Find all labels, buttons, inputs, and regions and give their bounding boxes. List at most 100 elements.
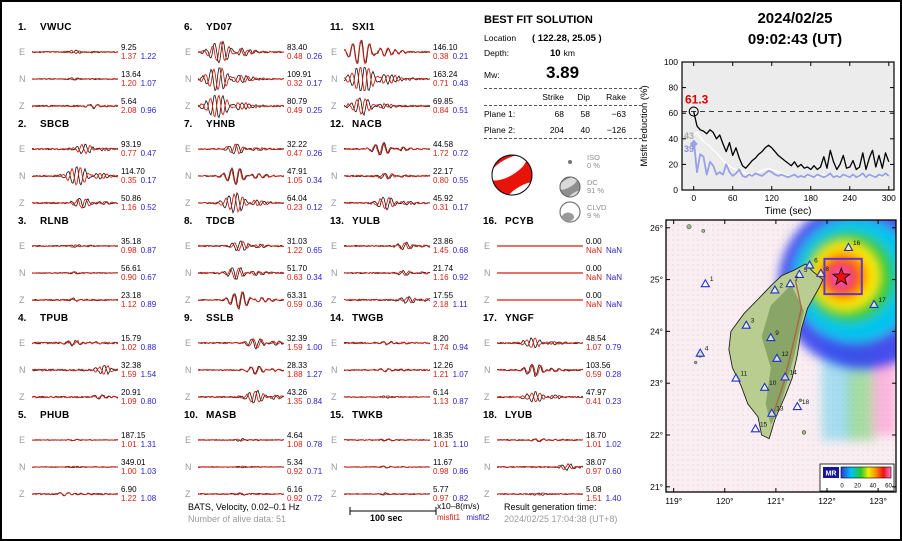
channel-label: E bbox=[331, 337, 338, 348]
plane1-dip: 58 bbox=[580, 109, 590, 119]
channel-row: E 44.58 1.72 0.72 bbox=[330, 135, 480, 162]
misfit2-value: 1.02 bbox=[605, 439, 622, 449]
mechanism-area: ISO 0 % DC 91 % CLVD 9 % bbox=[484, 149, 642, 224]
svg-text:40: 40 bbox=[870, 484, 877, 490]
channel-values: 103.56 0.59 0.28 bbox=[586, 361, 621, 379]
svg-text:2: 2 bbox=[779, 282, 783, 289]
station-block: 18. LYUB E 18.70 1.01 1.02 N 38.07 0.97 0.60 Z 5.… bbox=[483, 408, 633, 505]
misfit1-value: 1.02 bbox=[121, 342, 137, 352]
channel-label: N bbox=[185, 364, 192, 375]
channel-values: 38.07 0.97 0.60 bbox=[586, 458, 621, 476]
channel-row: N 0.00 NaN NaN bbox=[483, 259, 633, 286]
channel-label: E bbox=[331, 240, 338, 251]
channel-row: Z 6.16 0.92 0.72 bbox=[184, 480, 334, 507]
channel-row: E 18.70 1.01 1.02 bbox=[483, 426, 633, 453]
misfit1-value: 1.59 bbox=[121, 369, 137, 379]
channel-label: Z bbox=[19, 294, 25, 305]
waveform-trace bbox=[32, 438, 118, 441]
misfit-reduction-chart: 61.3 43 39 0 20 40 60 80 100 0 60 120 180 240 300 Time … bbox=[639, 57, 896, 217]
svg-text:15: 15 bbox=[760, 421, 768, 428]
amplitude-value: 5.34 bbox=[287, 457, 303, 467]
station-code: YD07 bbox=[206, 22, 233, 33]
svg-text:5: 5 bbox=[804, 267, 808, 274]
station-header: 11. SXI1 bbox=[330, 20, 480, 38]
waveform-trace bbox=[344, 269, 430, 276]
svg-text:MR: MR bbox=[826, 471, 837, 478]
misfit1-value: 1.59 bbox=[287, 342, 303, 352]
amplitude-value: 8.20 bbox=[433, 333, 449, 343]
channel-row: N 22.17 0.80 0.55 bbox=[330, 162, 480, 189]
misfit2-value: 0.17 bbox=[306, 78, 323, 88]
amplitude-value: 4.64 bbox=[287, 430, 303, 440]
waveform-trace bbox=[344, 367, 430, 372]
waveform-trace bbox=[198, 290, 284, 310]
station-block: 9. SSLB E 32.39 1.59 1.00 N 28.33 1.88 1.27 Z 43.… bbox=[184, 311, 334, 408]
misfit1-value: 0.84 bbox=[433, 105, 449, 115]
svg-text:23°: 23° bbox=[650, 378, 663, 388]
misfit2-value: 1.10 bbox=[452, 439, 469, 449]
misfit2-value: 0.84 bbox=[306, 396, 323, 406]
station-code: TDCB bbox=[206, 216, 235, 227]
waveform-trace bbox=[32, 197, 118, 209]
misfit2-value: 0.79 bbox=[605, 342, 622, 352]
station-number: 10. bbox=[184, 410, 198, 421]
channel-label: N bbox=[484, 267, 491, 278]
channel-values: 146.10 0.38 0.21 bbox=[433, 43, 468, 61]
station-header: 18. LYUB bbox=[483, 408, 633, 426]
channel-values: 109.91 0.32 0.17 bbox=[287, 70, 322, 88]
waveform-trace bbox=[198, 93, 284, 118]
amplitude-value: 22.17 bbox=[433, 166, 454, 176]
misfit2-value: 1.03 bbox=[140, 466, 157, 476]
channel-values: 44.58 1.72 0.72 bbox=[433, 140, 468, 158]
channel-values: 93.19 0.77 0.47 bbox=[121, 140, 156, 158]
misfit1-value: 1.22 bbox=[121, 493, 137, 503]
channel-values: 23.86 1.45 0.68 bbox=[433, 237, 468, 255]
station-block: 1. VWUC E 9.25 1.37 1.22 N 13.64 1.20 1.07 Z 5.64… bbox=[18, 20, 168, 117]
misfit1-value: 2.08 bbox=[121, 105, 137, 115]
svg-text:4: 4 bbox=[705, 346, 709, 353]
misfit1-value: 1.08 bbox=[287, 439, 303, 449]
channel-row: N 349.01 1.00 1.03 bbox=[18, 453, 168, 480]
station-number: 12. bbox=[330, 119, 344, 130]
svg-text:120°: 120° bbox=[716, 496, 734, 506]
misfit2-value: 0.87 bbox=[140, 245, 157, 255]
channel-label: Z bbox=[331, 294, 337, 305]
misfit2-value: 0.89 bbox=[140, 299, 157, 309]
location-label: Location bbox=[484, 33, 517, 43]
station-block: 15. TWKB E 18.35 1.01 1.10 N 11.67 0.98 0.86 Z 5.… bbox=[330, 408, 480, 505]
channel-label: Z bbox=[484, 488, 490, 499]
station-code: SBCB bbox=[40, 119, 70, 130]
misfit1-value: 2.18 bbox=[433, 299, 449, 309]
best-fit-panel: BEST FIT SOLUTION Location ( 122.28, 25.… bbox=[484, 14, 642, 224]
channel-row: Z 23.18 1.12 0.89 bbox=[18, 286, 168, 313]
misfit1-value: 0.80 bbox=[433, 175, 449, 185]
channel-values: 28.33 1.88 1.27 bbox=[287, 361, 322, 379]
channel-label: N bbox=[331, 170, 338, 181]
scalebar-label: 100 sec bbox=[370, 513, 403, 523]
misfit2-value: 0.80 bbox=[140, 396, 157, 406]
channel-row: N 103.56 0.59 0.28 bbox=[483, 356, 633, 383]
station-code: MASB bbox=[206, 410, 237, 421]
channel-row: Z 20.91 1.09 0.80 bbox=[18, 383, 168, 410]
channel-label: Z bbox=[185, 100, 191, 111]
station-header: 15. TWKB bbox=[330, 408, 480, 426]
channel-values: 80.79 0.49 0.25 bbox=[287, 97, 322, 115]
channel-label: N bbox=[19, 170, 26, 181]
svg-text:18: 18 bbox=[802, 399, 810, 406]
event-date: 2024/02/25 bbox=[757, 10, 833, 27]
amplitude-value: 50.86 bbox=[121, 193, 142, 203]
waveform-trace bbox=[497, 491, 583, 496]
channel-label: Z bbox=[331, 391, 337, 402]
col-strike: Strike bbox=[542, 92, 564, 102]
waveform-trace bbox=[32, 270, 118, 275]
channel-values: 56.61 0.90 0.67 bbox=[121, 264, 156, 282]
amplitude-value: 109.91 bbox=[287, 69, 312, 79]
amplitude-value: 45.92 bbox=[433, 193, 454, 203]
waveform-trace bbox=[198, 39, 284, 64]
svg-text:121°: 121° bbox=[767, 496, 785, 506]
waveform-trace bbox=[198, 166, 284, 185]
waveform-trace bbox=[32, 165, 118, 186]
misfit1-value: 0.59 bbox=[586, 369, 602, 379]
channel-values: 18.70 1.01 1.02 bbox=[586, 431, 621, 449]
